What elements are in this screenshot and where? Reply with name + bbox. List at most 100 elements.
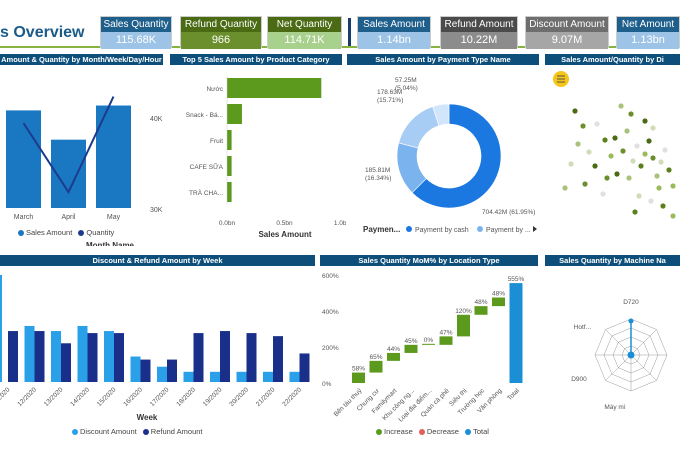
discount-bar <box>157 366 167 382</box>
scatter-point <box>626 175 632 181</box>
legend-dot <box>477 226 483 232</box>
monthly-legend[interactable]: Sales Amount Quantity <box>18 228 114 237</box>
increase-bar <box>352 372 365 383</box>
data-label: 178.63M (15.71%) <box>377 89 403 104</box>
kpi-net-quantity[interactable]: Net Quantity 114.71K <box>267 16 342 49</box>
category-bar <box>227 130 232 150</box>
kpi-label: Sales Amount <box>358 17 430 32</box>
payment-chart[interactable]: 704.42M (61.95%) 185.81M (16.34%) 178.63M (1… <box>347 66 542 246</box>
mom-legend[interactable]: Increase Decrease Total <box>376 427 489 436</box>
weekly-legend[interactable]: Discount Amount Refund Amount <box>72 427 203 436</box>
mom-panel-title: Sales Quantity MoM% by Location Type <box>320 255 538 266</box>
scatter-point <box>618 103 624 109</box>
radar-spoke <box>605 354 632 381</box>
x-tick-label: 1.0bn <box>334 220 346 227</box>
kpi-label: Sales Quantity <box>101 17 171 32</box>
legend-dot <box>142 429 149 436</box>
kpi-refund-amount[interactable]: Refund Amount 10.22M <box>440 16 518 49</box>
data-label: 45% <box>404 338 417 345</box>
category-bar <box>227 156 232 176</box>
x-tick-label: 20/2020 <box>228 386 250 408</box>
scatter-point <box>604 175 610 181</box>
legend-item: Increase <box>384 427 413 436</box>
kpi-sales-quantity[interactable]: Sales Quantity 115.68K <box>100 16 172 49</box>
top5-chart[interactable]: Nước Snack - Bá... Fruit CAFE SỮA TRÀ CHA...… <box>170 66 346 246</box>
radar-spoke <box>630 354 657 381</box>
pie-slice <box>432 103 450 127</box>
x-axis-title: Sales Amount <box>258 230 311 239</box>
kpi-label: Refund Quantity <box>181 17 261 32</box>
scatter-point <box>642 151 648 157</box>
monthly-chart[interactable]: March April May 40K 30K Month Name <box>0 66 168 246</box>
x-tick-label: 18/2020 <box>175 386 197 408</box>
radar-point <box>627 351 635 359</box>
x-tick-label: 22/2020 <box>281 386 303 408</box>
legend-item: Payment by ... <box>486 227 531 234</box>
data-label: 48% <box>474 299 487 306</box>
x-tick-label: 0.0bn <box>219 220 236 227</box>
legend-item: Sales Amount <box>26 228 73 237</box>
increase-bar <box>492 297 505 307</box>
category-bar <box>227 78 322 98</box>
scatter-point <box>662 147 668 153</box>
x-tick-label: 0.5bn <box>276 220 293 227</box>
scatter-point <box>636 193 642 199</box>
x-tick-label: Bến tàu thuỷ <box>331 386 364 419</box>
monthly-panel-title: Amount & Quantity by Month/Week/Day/Hour <box>0 54 163 65</box>
scatter-point <box>592 163 598 169</box>
kpi-value: 115.68K <box>101 32 171 49</box>
sales-amount-bar <box>6 110 41 208</box>
legend-next-icon <box>533 226 537 232</box>
scatter-point <box>582 181 588 187</box>
y-tick-label: 200% <box>322 345 339 352</box>
legend-dot <box>72 429 78 436</box>
radar-spoke <box>630 329 657 356</box>
refund-bar <box>114 333 124 382</box>
scatter-point <box>650 125 656 131</box>
discount-bar <box>210 371 220 382</box>
legend-item: Quantity <box>86 228 115 237</box>
data-label: 120% <box>455 308 472 315</box>
x-tick-label: 11/2020 <box>0 386 12 407</box>
legend-dot <box>18 230 24 237</box>
pie-slice <box>398 106 440 149</box>
scatter-point <box>648 198 654 204</box>
scatter-point <box>620 148 626 154</box>
data-label: 0% <box>424 337 434 344</box>
discount-bar <box>104 331 114 382</box>
kpi-sales-amount[interactable]: Sales Amount 1.14bn <box>357 16 431 49</box>
x-tick-label: April <box>61 214 75 221</box>
x-axis-title: Month Name <box>86 241 135 246</box>
x-axis-title: Week <box>137 413 158 422</box>
data-label: 48% <box>492 291 505 298</box>
radar-point <box>628 318 634 324</box>
scatter-point <box>666 167 672 173</box>
refund-bar <box>193 333 204 382</box>
legend-title: Paymen... <box>363 225 400 234</box>
quantity-line <box>22 96 115 195</box>
x-tick-label: May <box>107 214 121 221</box>
kpi-discount-amount[interactable]: Discount Amount 9.07M <box>525 16 609 49</box>
data-label: 47% <box>439 329 452 336</box>
scatter-chart[interactable] <box>545 66 680 246</box>
x-tick-label: 14/2020 <box>69 386 91 408</box>
payment-panel-title: Sales Amount by Payment Type Name <box>347 54 539 65</box>
x-tick-label: 19/2020 <box>202 386 224 408</box>
kpi-refund-quantity[interactable]: Refund Quantity 966 <box>180 16 262 49</box>
scatter-point <box>634 143 640 149</box>
scatter-point <box>612 135 618 141</box>
data-label: 58% <box>352 366 365 373</box>
category-bar <box>227 182 232 202</box>
kpi-label: Discount Amount <box>526 17 608 32</box>
increase-bar <box>404 344 418 353</box>
y-tick-label: 600% <box>322 273 339 280</box>
weekly-chart[interactable]: 11/2020 12/2020 13/2020 14/2020 15/2020 16/20… <box>0 267 318 427</box>
refund-bar <box>140 359 151 382</box>
kpi-net-amount[interactable]: Net Amount 1.13bn <box>616 16 680 49</box>
legend-item: Payment by cash <box>415 227 469 234</box>
radar-chart[interactable]: D720 Hotf... D900 Máy mì <box>545 267 680 427</box>
total-bar <box>509 283 523 383</box>
y-tick-label: Fruit <box>210 138 223 145</box>
x-tick-label: 17/2020 <box>149 386 171 408</box>
